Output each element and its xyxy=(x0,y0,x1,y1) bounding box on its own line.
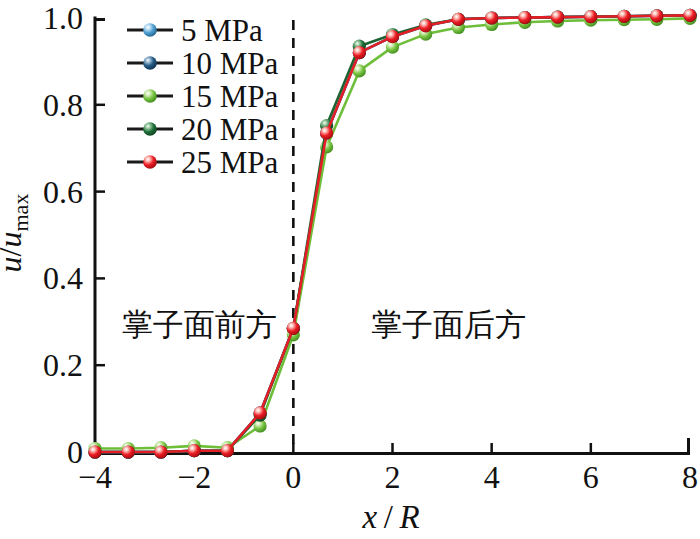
data-point xyxy=(452,13,465,26)
data-point xyxy=(419,19,432,32)
legend-label: 10 MPa xyxy=(181,46,279,81)
data-point xyxy=(320,126,333,139)
legend-item-15-mpa: 15 MPa xyxy=(127,79,279,114)
x-axis-title: x / R xyxy=(361,499,419,535)
legend-item-20-mpa: 20 MPa xyxy=(127,112,279,147)
chart-svg: −4 −2 0 2 4 6 8 0 0.2 0.4 0.6 0.8 1.0 掌子面前方 掌子面后方 5 MPa… xyxy=(0,0,700,539)
series-20-mpa xyxy=(88,9,696,459)
legend-label: 20 MPa xyxy=(181,112,279,147)
data-point xyxy=(122,445,135,458)
annotation-ahead: 掌子面前方 xyxy=(122,307,277,342)
x-tick-label: −2 xyxy=(177,459,211,495)
x-tick-label: −4 xyxy=(78,459,112,495)
data-point xyxy=(485,11,498,24)
y-tick-label: 1.0 xyxy=(43,0,83,36)
y-axis-title: u/umax xyxy=(0,194,33,273)
x-tick-label: 0 xyxy=(285,459,301,495)
x-tick-label: 6 xyxy=(583,459,599,495)
data-point xyxy=(386,30,399,43)
data-point xyxy=(551,11,564,24)
legend-marker xyxy=(143,56,157,70)
legend-item-5-mpa: 5 MPa xyxy=(127,13,263,48)
data-point xyxy=(650,9,663,22)
data-point xyxy=(154,445,167,458)
legend-marker xyxy=(143,89,157,103)
data-point xyxy=(584,10,597,23)
y-tick-label: 0.8 xyxy=(43,87,83,123)
series-25-mpa xyxy=(88,9,696,459)
legend-item-25-mpa: 25 MPa xyxy=(127,145,279,180)
data-point xyxy=(683,9,696,22)
data-point xyxy=(188,444,201,457)
series-5-mpa xyxy=(88,9,696,459)
y-tick-label: 0 xyxy=(67,434,83,470)
series-10-mpa xyxy=(88,9,696,459)
legend-marker xyxy=(143,122,157,136)
legend: 5 MPa10 MPa15 MPa20 MPa25 MPa xyxy=(127,13,279,180)
data-point xyxy=(287,322,300,335)
data-point xyxy=(254,406,267,419)
series-15-mpa xyxy=(88,12,696,455)
legend-marker xyxy=(143,23,157,37)
data-point xyxy=(518,11,531,24)
y-tick-label: 0.4 xyxy=(43,260,83,296)
chart-figure: −4 −2 0 2 4 6 8 0 0.2 0.4 0.6 0.8 1.0 掌子面前方 掌子面后方 5 MPa… xyxy=(0,0,700,539)
data-point xyxy=(353,46,366,59)
x-tick-label: 8 xyxy=(682,459,698,495)
data-point xyxy=(88,445,101,458)
data-point xyxy=(618,10,631,23)
x-tick-label: 2 xyxy=(385,459,401,495)
legend-label: 15 MPa xyxy=(181,79,279,114)
y-tick-label: 0.6 xyxy=(43,174,83,210)
y-tick-label: 0.2 xyxy=(43,347,83,383)
x-tick-label: 4 xyxy=(484,459,500,495)
legend-marker xyxy=(143,155,157,169)
data-point xyxy=(221,444,234,457)
legend-label: 5 MPa xyxy=(181,13,263,48)
legend-item-10-mpa: 10 MPa xyxy=(127,46,279,81)
annotation-behind: 掌子面后方 xyxy=(371,307,526,342)
legend-label: 25 MPa xyxy=(181,145,279,180)
